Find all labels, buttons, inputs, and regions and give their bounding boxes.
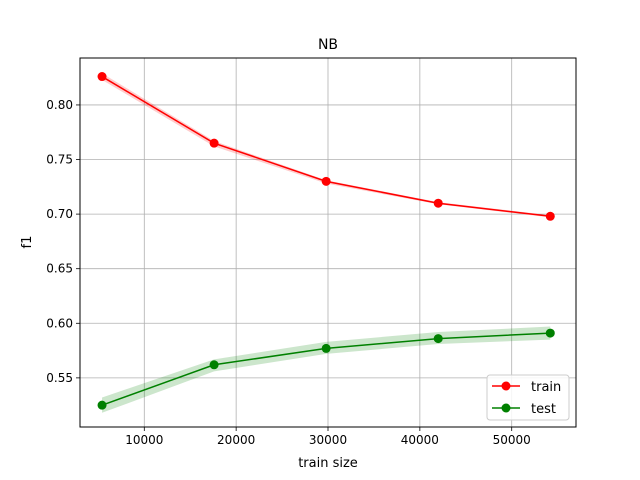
series-points [97, 72, 555, 410]
legend-test-label: test [531, 402, 556, 417]
legend-test-marker [501, 403, 511, 413]
y-axis-label: f1 [20, 236, 35, 249]
x-axis-ticks: 10000 20000 30000 40000 50000 [125, 427, 531, 447]
test-point [97, 400, 107, 410]
test-point [545, 328, 555, 338]
y-tick-label: 0.55 [46, 371, 73, 385]
train-point [433, 198, 443, 208]
x-tick-label: 10000 [125, 433, 163, 447]
y-tick-label: 0.70 [46, 207, 73, 221]
x-axis-label: train size [298, 456, 358, 471]
legend-train-marker [501, 381, 511, 391]
y-tick-label: 0.65 [46, 262, 73, 276]
train-point [321, 176, 331, 186]
legend: train test [486, 374, 570, 421]
train-point [209, 138, 219, 148]
y-tick-label: 0.75 [46, 153, 73, 167]
test-point [209, 360, 219, 370]
train-point [545, 211, 555, 221]
x-tick-label: 50000 [493, 433, 531, 447]
grid-lines [80, 58, 576, 427]
train-point [97, 72, 107, 82]
legend-train-label: train [531, 380, 561, 395]
y-tick-label: 0.80 [46, 98, 73, 112]
y-tick-label: 0.60 [46, 316, 73, 330]
x-tick-label: 30000 [309, 433, 347, 447]
x-tick-label: 20000 [217, 433, 255, 447]
test-point [321, 343, 331, 353]
test-point [433, 334, 443, 344]
chart-title: NB [318, 37, 338, 53]
y-axis-ticks: 0.55 0.60 0.65 0.70 0.75 0.80 [46, 98, 80, 385]
x-tick-label: 40000 [401, 433, 439, 447]
